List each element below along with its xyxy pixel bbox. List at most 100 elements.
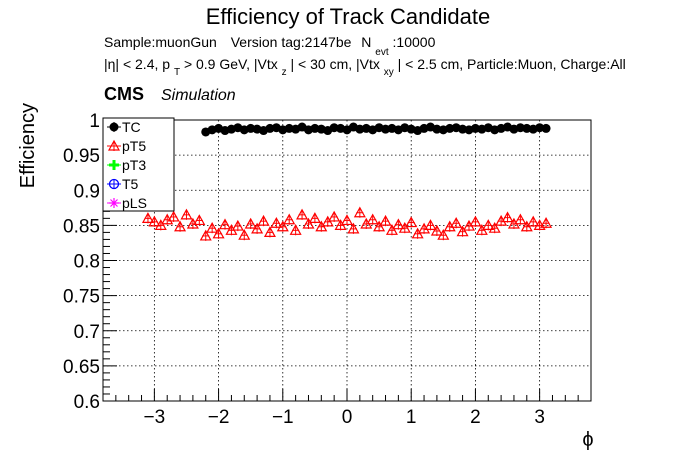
info-line-2: |η| < 2.4, p T > 0.9 GeV, |Vtx z | < 30 … (104, 56, 626, 78)
pt5-point (174, 220, 187, 232)
pt5-point (450, 217, 463, 228)
pt5-point (353, 206, 366, 218)
pt5-point (373, 220, 386, 232)
pt5-point (263, 226, 276, 237)
pt5-point (437, 228, 450, 240)
cut-vz-rest: | < 30 cm, |Vtx (291, 56, 380, 72)
pt5-point (501, 211, 514, 223)
legend-label: TC (122, 119, 141, 135)
pt5-point (193, 214, 206, 226)
pt5-point (328, 210, 341, 222)
pt5-point (251, 222, 264, 234)
cut-vxy-rest: | < 2.5 cm, Particle:Muon, Charge:All (398, 56, 626, 72)
pt5-point (308, 212, 321, 223)
pt5-point (488, 221, 501, 233)
version-label: Version tag:2147be (231, 34, 352, 50)
pt5-point (302, 217, 315, 229)
y-tick-label: 0.65 (63, 357, 100, 378)
legend-label: pT3 (122, 157, 146, 173)
grid-lines (103, 119, 591, 402)
cms-simulation-label: Simulation (161, 87, 236, 104)
sample-label: Sample:muonGun (104, 34, 217, 50)
pt5-point (231, 219, 244, 231)
axes: −3 −2 −1 0 1 2 3 0.6 0.65 0.7 0.75 0.8 0.85 0.9 0.95 1 (63, 111, 592, 428)
nevt-subscript: evt (375, 47, 389, 58)
legend-item-pls: pLS (107, 195, 147, 211)
cut-pt-sub: T (174, 67, 180, 78)
pt5-point (366, 213, 379, 225)
pt5-point (347, 222, 360, 234)
x-tick-label: −1 (272, 407, 294, 428)
pt5-point (379, 214, 392, 226)
pt5-point (392, 218, 405, 230)
pt5-point (206, 221, 219, 233)
pt5-point (212, 227, 225, 239)
legend: TC pT5 pT3 T5 pLS (102, 117, 175, 212)
pt5-point (148, 215, 161, 227)
series-tc (201, 122, 551, 137)
y-tick-label: 0.95 (63, 146, 100, 167)
x-tick-label: 3 (534, 407, 545, 428)
pt5-point (289, 224, 302, 235)
tc-point (541, 123, 551, 133)
pt5-point (398, 221, 411, 233)
legend-marker (107, 139, 121, 151)
nevt-label: N (361, 34, 371, 50)
pt5-point (296, 208, 309, 220)
pt5-point (482, 219, 495, 230)
x-tick-label: 0 (342, 407, 353, 428)
cut-vxy-sub: xy (384, 67, 394, 78)
cms-label: CMS (104, 84, 144, 104)
y-tick-label: 0.8 (74, 252, 100, 273)
pt5-point (424, 219, 437, 230)
pt5-point (405, 216, 418, 228)
x-tick-label: −2 (208, 407, 230, 428)
x-tick-label: 1 (406, 407, 417, 428)
pt5-point (540, 217, 553, 228)
chart-title: Efficiency of Track Candidate (206, 4, 491, 29)
x-tick-label: −3 (144, 407, 166, 428)
legend-marker (109, 198, 119, 208)
y-axis-label: Efficiency (17, 103, 39, 188)
pt5-point (244, 217, 257, 229)
pt5-point (238, 228, 251, 240)
pt5-point (527, 215, 540, 227)
cut-pt-rest: > 0.9 GeV, |Vtx (184, 56, 278, 72)
pt5-point (340, 214, 354, 226)
y-tick-label: 0.9 (74, 181, 100, 202)
legend-marker (108, 178, 120, 190)
pt5-point (257, 214, 270, 226)
series-pt5 (141, 206, 553, 241)
pt5-point (276, 220, 289, 232)
pt5-point (283, 213, 296, 225)
x-tick-label: 2 (470, 407, 481, 428)
pt5-point (141, 212, 154, 223)
cut-vz-sub: z (282, 67, 287, 78)
pt5-point (154, 219, 167, 230)
legend-label: pLS (122, 195, 147, 211)
data-markers (141, 122, 553, 241)
legend-item-pt3: pT3 (107, 157, 146, 173)
legend-label: pT5 (122, 138, 146, 154)
legend-marker (109, 160, 119, 170)
legend-label: T5 (122, 176, 139, 192)
pt5-point (514, 213, 527, 225)
y-tick-label: 0.6 (74, 392, 100, 413)
pt5-point (456, 225, 469, 237)
x-axis-label: ϕ (582, 429, 593, 451)
info-line-1: Sample:muonGun Version tag:2147be N evt … (104, 34, 436, 58)
pt5-point (218, 218, 232, 230)
pt5-point (180, 208, 193, 220)
pt5-point (270, 217, 283, 228)
y-tick-label: 0.7 (74, 322, 100, 343)
legend-item-pt5: pT5 (107, 138, 146, 154)
y-tick-label: 0.85 (63, 216, 100, 237)
y-tick-label: 0.75 (63, 287, 100, 308)
legend-item-t5: T5 (107, 176, 139, 192)
pt5-point (199, 229, 212, 241)
cut-eta: |η| < 2.4, p (104, 56, 170, 72)
legend-item-tc: TC (107, 119, 141, 135)
pt5-point (469, 215, 482, 227)
pt5-point (385, 224, 398, 235)
